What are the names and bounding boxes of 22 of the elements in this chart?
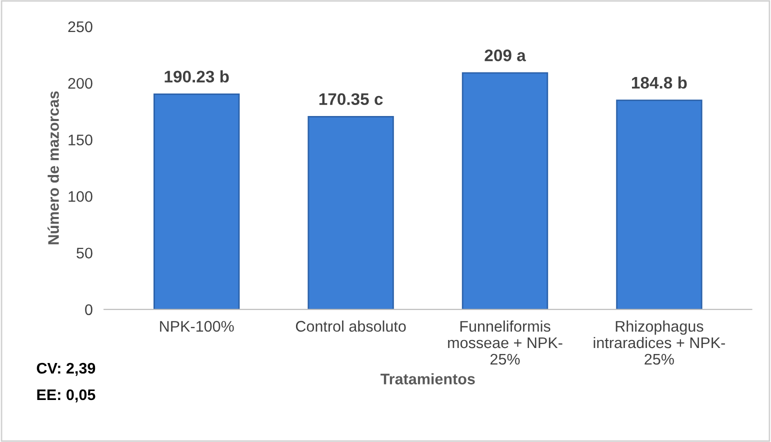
text: CV: 2,39 [36,362,96,376]
y-tick-label: 150 [68,134,92,146]
x-tick-label: Control absoluto [296,320,406,332]
bar [308,116,394,310]
data-label: 190.23 b [164,70,229,83]
y-tick-label: 0 [85,304,92,316]
y-tick-label: 50 [76,248,92,259]
bar [462,72,548,310]
x-tick-label: Rhizophagus intraradices + NPK- 25% [594,320,725,365]
y-tick-label: 100 [68,191,92,202]
y-tick-label: 250 [68,21,92,32]
text: EE: 0,05 [37,389,96,402]
data-label: 170.35 c [319,93,383,106]
y-tick-label: 200 [68,78,92,89]
x-tick-label: NPK-100% [160,320,234,332]
bar [154,93,240,310]
data-label: 209 a [484,49,526,62]
data-label: 184.8 b [632,76,687,89]
bar [616,100,702,310]
x-axis-title: Tratamientos [380,373,475,384]
y-axis-title: Número de mazorcas [48,91,59,244]
x-tick-label: Funneliformis mosseae + NPK- 25% [448,320,562,365]
